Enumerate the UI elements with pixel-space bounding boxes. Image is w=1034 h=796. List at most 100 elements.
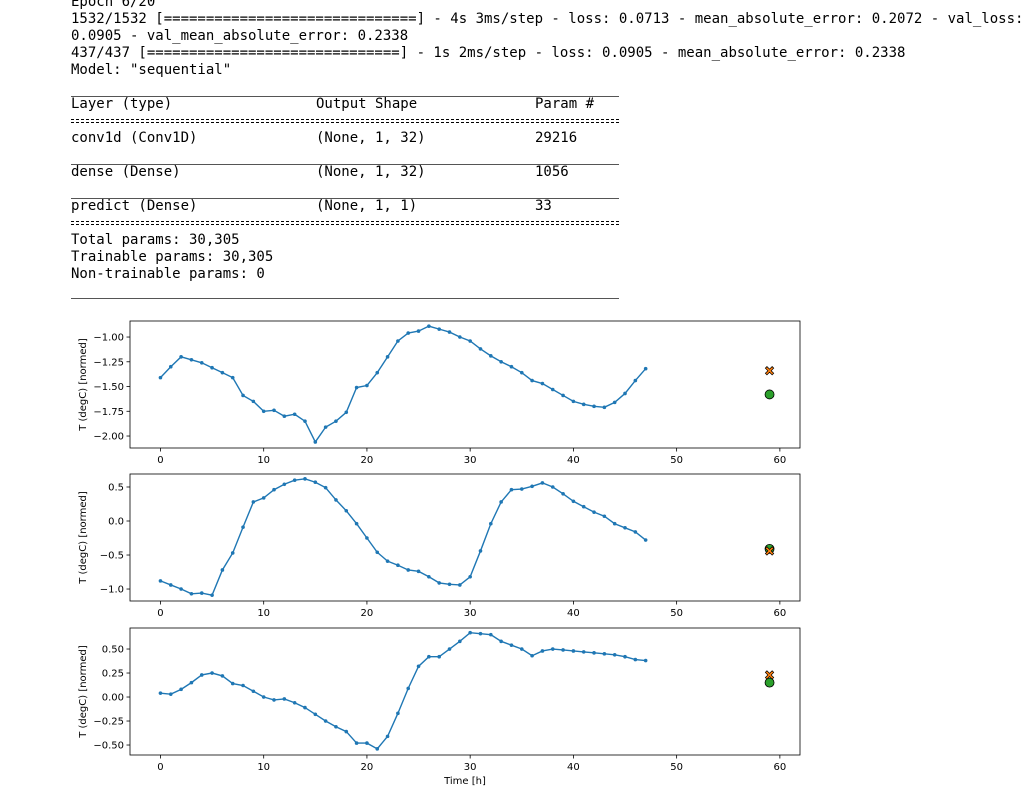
- point: [365, 383, 369, 388]
- x-tick-label: 10: [257, 762, 270, 773]
- cell: dense (Dense): [71, 164, 181, 180]
- model-name: Model: "sequential": [71, 62, 232, 78]
- point: [220, 674, 225, 678]
- x-tick-label: 0: [157, 455, 163, 466]
- point: [292, 478, 297, 482]
- point: [612, 652, 617, 657]
- point: [633, 378, 638, 383]
- point: [334, 724, 338, 729]
- y-tick-label: −0.25: [93, 717, 124, 728]
- point: [427, 574, 431, 579]
- point: [447, 582, 452, 587]
- point: [230, 375, 235, 380]
- point: [519, 647, 524, 651]
- point: [354, 741, 359, 745]
- point: [354, 521, 359, 526]
- point: [478, 347, 483, 351]
- x-tick-label: 0: [157, 762, 163, 773]
- point: [416, 664, 421, 669]
- label-point: [764, 677, 775, 688]
- point: [282, 482, 287, 487]
- point: [602, 652, 607, 656]
- point: [344, 729, 349, 734]
- point: [437, 581, 441, 585]
- point: [550, 647, 555, 651]
- point: [365, 536, 369, 540]
- point: [468, 339, 472, 343]
- point: [581, 402, 586, 407]
- point: [612, 521, 617, 526]
- point: [179, 687, 183, 692]
- point: [623, 391, 627, 396]
- point: [530, 484, 534, 489]
- x-tick-label: 20: [361, 762, 374, 773]
- x-tick-label: 50: [670, 762, 683, 773]
- x-tick-label: 20: [361, 608, 374, 619]
- point: [354, 385, 359, 390]
- point: [406, 686, 411, 691]
- y-tick-label: 0.0: [108, 517, 124, 528]
- point: [468, 574, 472, 579]
- point: [478, 549, 483, 553]
- point: [241, 525, 245, 529]
- point: [303, 419, 307, 423]
- x-tick-label: 50: [670, 608, 683, 619]
- x-tick-label: 40: [567, 455, 580, 466]
- point: [179, 355, 183, 359]
- point: [261, 409, 266, 414]
- total: Total params: 30,305: [71, 232, 240, 248]
- point: [561, 393, 565, 398]
- point: [230, 551, 235, 555]
- x-tick-label: 0: [157, 608, 163, 619]
- point: [592, 651, 596, 655]
- x-tick-label: 60: [774, 762, 787, 773]
- point: [550, 387, 555, 392]
- y-tick-label: −1.25: [93, 357, 124, 368]
- point: [427, 654, 431, 659]
- point: [396, 339, 400, 343]
- point: [189, 591, 194, 596]
- x-tick-label: 60: [774, 455, 787, 466]
- point: [509, 643, 514, 647]
- point: [489, 632, 493, 637]
- point: [489, 521, 493, 526]
- point: [416, 329, 421, 333]
- point: [437, 327, 441, 331]
- point: [458, 639, 462, 644]
- log-line: 1532/1532 [=============================…: [71, 11, 1024, 27]
- point: [406, 331, 411, 335]
- point: [427, 324, 431, 328]
- point: [561, 491, 565, 496]
- cell: conv1d (Conv1D): [71, 130, 198, 146]
- cell: 29216: [535, 130, 578, 146]
- point: [571, 399, 576, 404]
- y-tick-label: 0.00: [102, 693, 124, 704]
- point: [571, 649, 576, 653]
- point: [499, 500, 503, 504]
- y-axis-label: T (degC) [normed]: [78, 491, 89, 585]
- prediction-point: [764, 670, 775, 680]
- y-tick-label: −1.0: [100, 585, 124, 596]
- cell: (None, 1, 32): [316, 130, 426, 146]
- point: [519, 487, 524, 491]
- label-point: [764, 389, 775, 400]
- point: [210, 593, 214, 597]
- point: [633, 530, 638, 534]
- x-tick-label: 50: [670, 455, 683, 466]
- point: [158, 579, 163, 583]
- y-tick-label: 0.5: [108, 482, 124, 493]
- point: [385, 559, 390, 563]
- point: [334, 498, 338, 502]
- cell: (None, 1, 32): [316, 164, 426, 180]
- y-tick-label: −0.5: [100, 551, 124, 562]
- point: [530, 378, 534, 383]
- header: Layer (type): [71, 96, 173, 112]
- point: [602, 514, 607, 519]
- log-line: Epoch 6/20: [71, 0, 156, 10]
- point: [509, 364, 514, 369]
- point: [623, 654, 627, 659]
- point: [602, 405, 607, 410]
- y-tick-label: −1.50: [93, 382, 124, 393]
- x-axis-label: Time [h]: [443, 776, 486, 787]
